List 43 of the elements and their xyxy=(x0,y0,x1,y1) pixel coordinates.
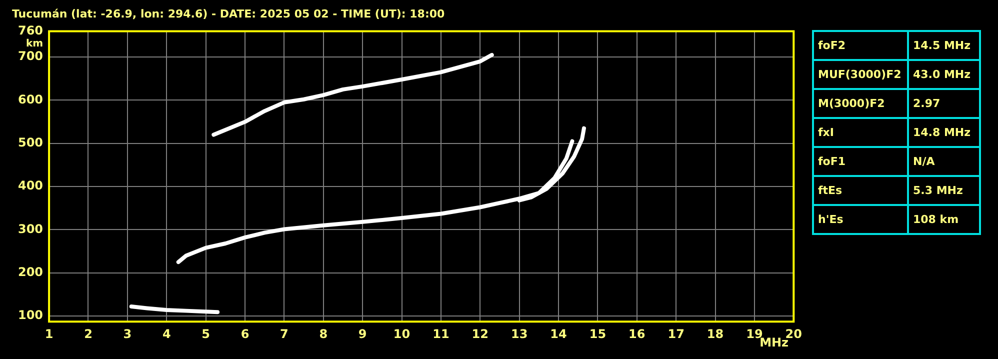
x-tick-label: 13 xyxy=(510,326,528,341)
x-tick-label: 17 xyxy=(668,326,684,341)
text: foF2 xyxy=(813,31,908,60)
x-tick-label: 6 xyxy=(240,326,250,341)
y-axis-title: km xyxy=(26,38,44,50)
text: 108 km xyxy=(908,205,980,234)
text: 43.0 MHz xyxy=(908,60,980,89)
x-tick-label: 12 xyxy=(472,326,488,341)
x-tick-label: 14 xyxy=(550,326,567,341)
x-tick-label: 11 xyxy=(432,326,450,341)
y-tick-label: 400 xyxy=(18,178,44,193)
y-tick-label: 100 xyxy=(18,308,44,322)
y-tick-label: 600 xyxy=(18,92,44,106)
x-tick-label: 7 xyxy=(280,326,288,341)
x-tick-label: 20 xyxy=(785,326,802,341)
chart-title: Tucumán (lat: -26.9, lon: 294.6) - DATE: 2025 05 02 - TIME (UT): 18:00 xyxy=(12,7,445,20)
x-tick-label: 1 xyxy=(44,326,54,341)
text: M(3000)F2 xyxy=(813,89,908,118)
text: 2.97 xyxy=(908,89,980,118)
text: 14.5 MHz xyxy=(908,31,980,60)
x-tick-label: 3 xyxy=(123,326,132,341)
x-tick-label: 9 xyxy=(358,326,367,341)
y-tick-label: 300 xyxy=(18,222,44,236)
y-tick-label: 700 xyxy=(18,49,44,64)
x-tick-label: 18 xyxy=(706,326,724,341)
y-tick-label: 200 xyxy=(18,264,44,279)
text: foF1 xyxy=(813,147,908,176)
x-tick-label: 4 xyxy=(162,326,171,341)
x-tick-label: 16 xyxy=(628,326,646,341)
x-tick-label: 5 xyxy=(202,326,210,341)
y-tick-label: 760 xyxy=(18,23,44,38)
y-tick-label: 500 xyxy=(18,136,44,150)
text: 5.3 MHz xyxy=(908,176,980,205)
text: ftEs xyxy=(813,176,908,205)
x-tick-label: 15 xyxy=(589,326,606,341)
text: h'Es xyxy=(813,205,908,234)
text: 14.8 MHz xyxy=(908,118,980,147)
text: MUF(3000)F2 xyxy=(813,60,908,89)
x-tick-label: 8 xyxy=(319,326,328,341)
x-tick-label: 10 xyxy=(393,326,410,341)
text: fxI xyxy=(813,118,908,147)
x-tick-label: 2 xyxy=(84,326,92,341)
text: N/A xyxy=(908,147,980,176)
